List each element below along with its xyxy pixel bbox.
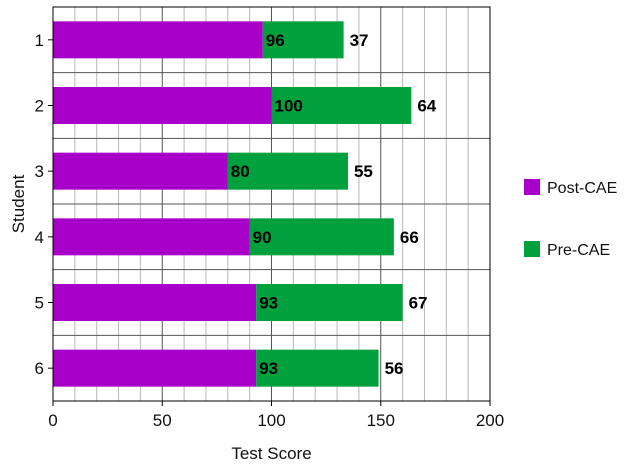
data-label-post-cae: 93 [259,294,278,313]
legend-label-post-cae: Post-CAE [547,180,617,197]
bars [53,21,412,387]
y-tick-label: 2 [35,97,44,116]
data-label-post-cae: 100 [275,97,303,116]
bar-pre-cae-student-3 [227,152,348,190]
bar-post-cae-student-6 [53,349,257,387]
bar-post-cae-student-3 [53,152,228,190]
legend-swatch-pre-cae [524,241,540,257]
bar-post-cae-student-5 [53,284,257,321]
data-label-post-cae: 96 [266,31,285,50]
bar-post-cae-student-4 [53,218,250,256]
data-label-post-cae: 90 [253,228,272,247]
y-tick-label: 5 [35,294,44,313]
x-axis-title: Test Score [231,444,311,463]
y-tick-label: 1 [35,31,44,50]
bar-pre-cae-student-2 [271,87,412,124]
grid-lines [53,7,490,401]
y-tick-label: 3 [35,162,44,181]
bar-pre-cae-student-4 [249,218,394,256]
data-label-pre-cae: 55 [354,162,373,181]
legend-swatch-post-cae [524,179,540,195]
x-tick-label: 100 [257,411,285,430]
y-tick-label: 6 [35,359,44,378]
x-tick-label: 150 [367,411,395,430]
x-tick-label: 200 [476,411,504,430]
data-label-pre-cae: 37 [350,31,369,50]
data-label-pre-cae: 67 [409,294,428,313]
data-label-post-cae: 93 [259,359,278,378]
y-tick-label: 4 [35,228,44,247]
legend: Post-CAE Pre-CAE [524,179,617,259]
data-label-pre-cae: 64 [417,97,436,116]
y-tick-labels: 1 2 3 4 5 6 [35,31,53,378]
x-tick-labels: 0 50 100 150 200 [48,401,504,430]
data-label-pre-cae: 56 [385,359,404,378]
x-tick-label: 0 [48,411,57,430]
bar-pre-cae-student-6 [256,349,379,387]
y-axis-title: Student [9,174,28,233]
data-label-post-cae: 80 [231,162,250,181]
bar-post-cae-student-1 [53,21,263,59]
x-tick-label: 50 [153,411,172,430]
bar-pre-cae-student-1 [262,21,344,59]
bar-pre-cae-student-5 [256,284,403,321]
bar-post-cae-student-2 [53,87,272,124]
legend-label-pre-cae: Pre-CAE [547,242,610,259]
data-labels: 96 37 100 64 80 55 90 66 93 67 93 56 [231,31,437,378]
data-label-pre-cae: 66 [400,228,419,247]
